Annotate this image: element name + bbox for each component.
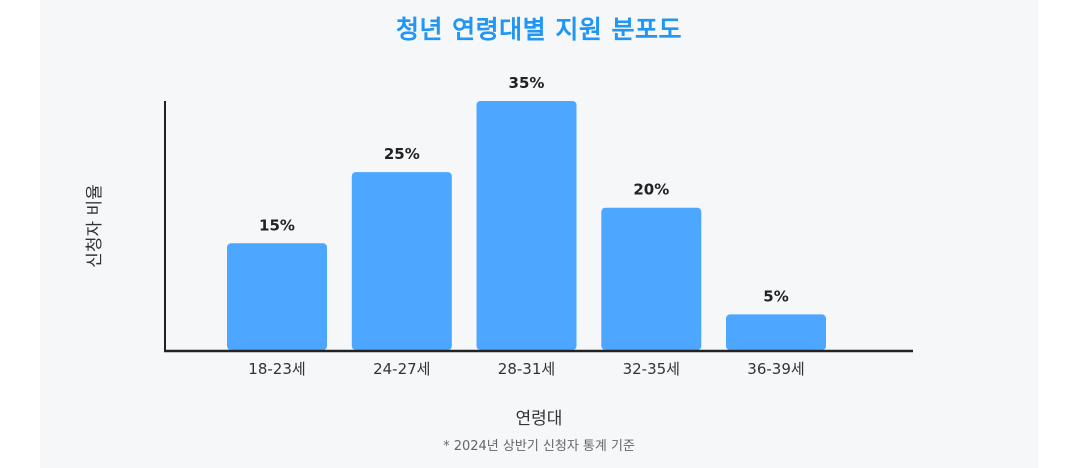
x-tick-label: 36-39세 bbox=[747, 360, 804, 378]
chart-title: 청년 연령대별 지원 분포도 bbox=[395, 15, 683, 44]
x-axis-title: 연령대 bbox=[516, 409, 563, 429]
bar-value-label: 5% bbox=[763, 287, 788, 305]
bar-32-35세 bbox=[601, 207, 702, 350]
x-tick-label: 24-27세 bbox=[373, 360, 430, 378]
bar-value-label: 25% bbox=[384, 145, 420, 163]
bar-24-27세 bbox=[351, 172, 452, 350]
x-tick-label: 32-35세 bbox=[623, 360, 680, 378]
bar-value-label: 20% bbox=[633, 181, 669, 199]
bars-group bbox=[227, 101, 826, 350]
value-labels-group: 15% 25% 35% 20% 5% bbox=[259, 74, 789, 305]
bar-value-label: 35% bbox=[509, 74, 545, 92]
x-tick-label: 18-23세 bbox=[248, 360, 305, 378]
bar-28-31세 bbox=[476, 101, 577, 350]
bar-36-39세 bbox=[726, 314, 826, 350]
bar-18-23세 bbox=[227, 243, 327, 350]
y-axis-title: 신청자 비율 bbox=[85, 184, 105, 268]
footnote: * 2024년 상반기 신청자 통계 기준 bbox=[443, 439, 635, 454]
x-tick-labels-group: 18-23세 24-27세 28-31세 32-35세 36-39세 bbox=[248, 360, 804, 378]
bar-value-label: 15% bbox=[259, 216, 295, 234]
x-tick-label: 28-31세 bbox=[498, 360, 555, 378]
